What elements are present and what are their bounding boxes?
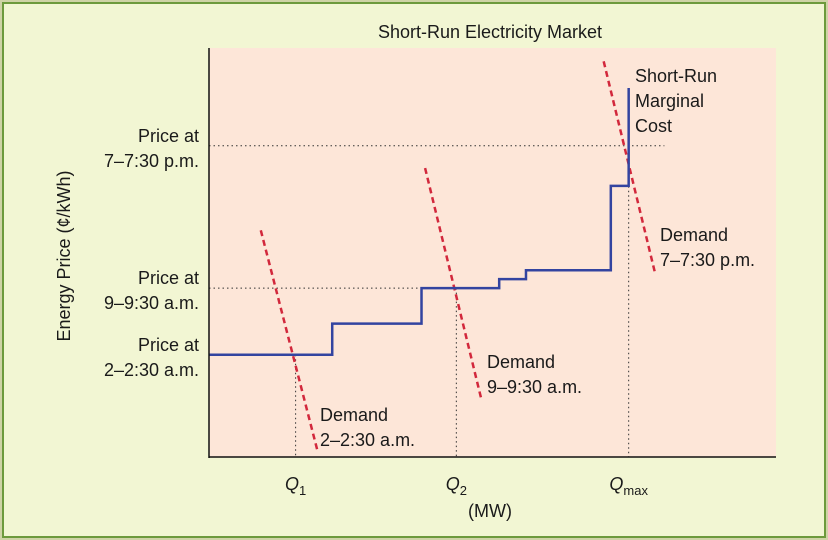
y-tick-label-night: Price at 2–2:30 a.m. xyxy=(104,335,199,380)
chart-title: Short-Run Electricity Market xyxy=(378,22,602,42)
y-tick-label-night-line: Price at xyxy=(138,335,199,355)
x-tick-label-qmax: Qmax xyxy=(609,474,648,498)
y-tick-label-evening: Price at 7–7:30 p.m. xyxy=(104,126,199,171)
series-label-0: Short-Run Marginal Cost xyxy=(635,66,717,136)
y-tick-label-night-line: 2–2:30 a.m. xyxy=(104,360,199,380)
series-label-1: Demand 2–2:30 a.m. xyxy=(320,405,415,450)
series-label-3: Demand 7–7:30 p.m. xyxy=(660,225,755,270)
y-axis-label: Energy Price (¢/kWh) xyxy=(54,170,74,341)
x-tick-main: Q xyxy=(446,474,460,494)
x-axis-label: (MW) xyxy=(468,501,512,521)
x-tick-main: Q xyxy=(285,474,299,494)
y-tick-label-evening-line: Price at xyxy=(138,126,199,146)
series-label-3-line: 7–7:30 p.m. xyxy=(660,250,755,270)
series-label-1-line: Demand xyxy=(320,405,388,425)
series-label-3-line: Demand xyxy=(660,225,728,245)
plot-area xyxy=(209,48,776,457)
supply-curve xyxy=(209,88,630,356)
y-tick-label-morning: Price at 9–9:30 a.m. xyxy=(104,268,199,313)
series-label-2: Demand 9–9:30 a.m. xyxy=(487,352,582,397)
x-tick-label-q1: Q1 xyxy=(285,474,306,498)
x-tick-sub: 1 xyxy=(299,483,306,498)
y-tick-label-evening-line: 7–7:30 p.m. xyxy=(104,151,199,171)
series-label-0-line: Cost xyxy=(635,116,672,136)
series-label-2-line: Demand xyxy=(487,352,555,372)
demand-curve-3 xyxy=(602,61,657,276)
series-label-1-line: 2–2:30 a.m. xyxy=(320,430,415,450)
series-label-0-line: Short-Run xyxy=(635,66,717,86)
y-tick-label-morning-line: 9–9:30 a.m. xyxy=(104,293,199,313)
x-tick-sub: 2 xyxy=(460,483,467,498)
demand-curve-1 xyxy=(259,229,320,453)
x-tick-sub: max xyxy=(623,483,648,498)
series-label-0-line: Marginal xyxy=(635,91,704,111)
series-label-2-line: 9–9:30 a.m. xyxy=(487,377,582,397)
x-tick-main: Q xyxy=(609,474,623,494)
x-tick-label-q2: Q2 xyxy=(446,474,467,498)
y-tick-label-morning-line: Price at xyxy=(138,268,199,288)
